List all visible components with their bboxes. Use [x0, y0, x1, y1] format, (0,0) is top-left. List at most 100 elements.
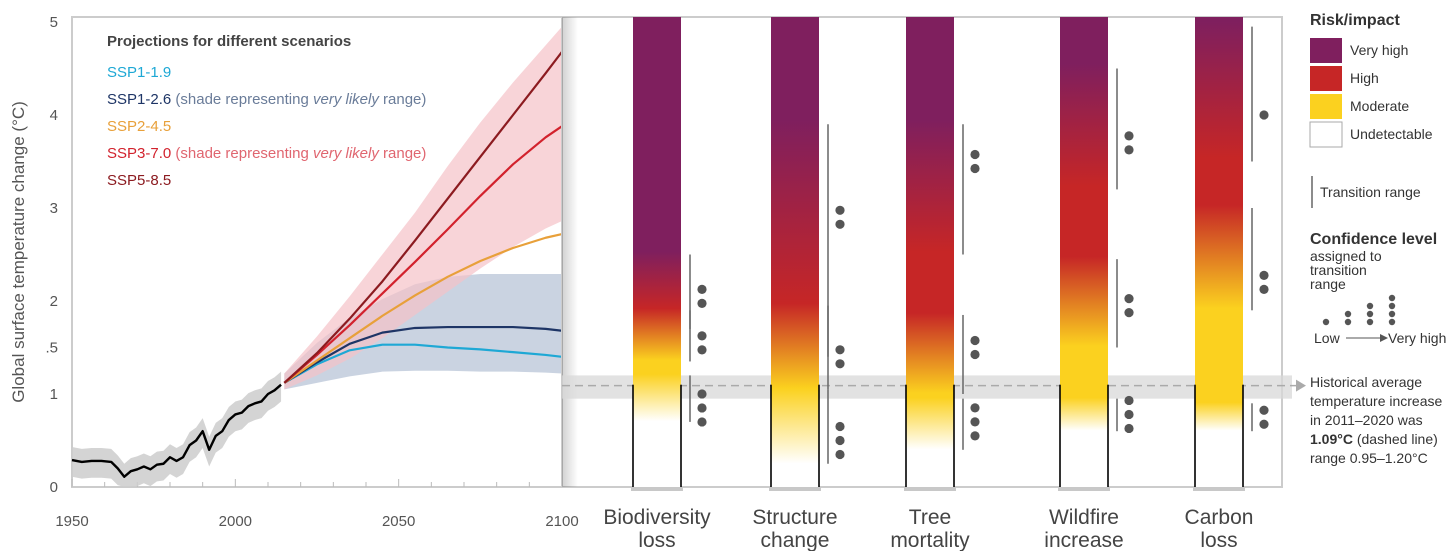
series-line-ssp1-1-9 — [283, 343, 563, 384]
confidence-high-label: Very high — [1388, 330, 1446, 346]
projection-legend-item: SSP1-1.9 — [107, 64, 171, 81]
y-tick-label: 3 — [50, 200, 58, 217]
bar-base — [769, 487, 821, 491]
risk-legend: Risk/impact Very high High Moderate Undetect… — [1309, 12, 1446, 466]
projection-legend-item: SSP5-8.5 — [107, 172, 171, 189]
risk-bar-wildfire-increase — [1060, 17, 1108, 487]
historical-annotation: 1.09°C (dashed line) — [1310, 431, 1438, 447]
confidence-dot — [970, 349, 980, 360]
risk-swatch-moderate — [1310, 94, 1342, 119]
confidence-legend-title: Confidence level — [1310, 231, 1437, 248]
scenario-name: SSP3-7.0 — [107, 145, 171, 162]
category-label: mortality — [890, 529, 970, 551]
annotation-segment: Historical average — [1310, 374, 1422, 390]
confidence-legend-sub: transition — [1310, 262, 1367, 278]
confidence-dot — [697, 417, 707, 427]
confidence-low-label: Low — [1314, 330, 1341, 346]
confidence-dot — [835, 435, 845, 446]
confidence-dot — [697, 403, 707, 413]
y-tick-label: 0 — [50, 479, 58, 496]
category-label: increase — [1044, 529, 1123, 551]
confidence-level-dot — [1388, 318, 1396, 326]
confidence-dot — [1124, 145, 1134, 155]
confidence-level-dot — [1344, 310, 1352, 318]
risk-bar-tree-mortality — [906, 17, 954, 487]
risk-swatch-high — [1310, 66, 1342, 91]
category-label: Carbon — [1185, 506, 1254, 529]
scenario-name: SSP5-8.5 — [107, 172, 171, 189]
confidence-dot — [1259, 270, 1269, 280]
confidence-dot — [697, 389, 707, 399]
confidence-dot — [1124, 395, 1134, 406]
panel-shadow — [562, 17, 578, 487]
confidence-dot — [1124, 131, 1134, 141]
risk-legend-title: Risk/impact — [1310, 12, 1400, 29]
confidence-dot — [835, 205, 845, 215]
historical-annotation: in 2011–2020 was — [1310, 412, 1423, 428]
historical-arrow — [1296, 379, 1306, 392]
annotation-segment: 1.09°C — [1310, 431, 1353, 447]
scenario-note-end: range) — [379, 145, 427, 162]
bar-base — [1193, 487, 1245, 491]
projection-legend-title: Projections for different scenarios — [107, 33, 351, 50]
scenario-name: SSP1-1.9 — [107, 64, 171, 81]
confidence-dot — [835, 345, 845, 355]
risk-legend-label: Moderate — [1350, 98, 1409, 114]
risk-swatch-undetectable — [1309, 121, 1343, 148]
y-axis-label: Global surface temperature change (°C) — [9, 101, 28, 403]
category-label: loss — [1200, 529, 1237, 551]
projection-legend-item: SSP2-4.5 — [107, 118, 171, 135]
confidence-dot — [970, 163, 980, 174]
y-tick-label: 4 — [50, 107, 58, 124]
bar-base — [631, 487, 683, 491]
risk-bar-structure-change — [771, 17, 819, 487]
confidence-level-dot — [1388, 310, 1396, 318]
scenario-note-em: very likely — [313, 91, 380, 108]
confidence-level-dot — [1388, 302, 1396, 310]
risk-legend-label: High — [1350, 70, 1379, 86]
risk-legend-label: Very high — [1350, 42, 1408, 58]
confidence-dot — [1124, 294, 1134, 304]
bar-base — [904, 487, 956, 491]
category-label: loss — [638, 529, 675, 551]
risk-bar-biodiversity-loss — [633, 17, 681, 487]
confidence-level-dot — [1344, 318, 1352, 326]
annotation-segment: range 0.95–1.20°C — [1310, 450, 1428, 466]
confidence-dot — [970, 417, 980, 427]
confidence-dot — [835, 219, 845, 229]
confidence-dot — [1124, 409, 1134, 420]
band-ssp3-7-0 — [284, 26, 562, 390]
x-tick-label: 2000 — [219, 513, 252, 530]
scenario-name: SSP1-2.6 — [107, 91, 171, 108]
confidence-dot — [697, 298, 707, 308]
category-label: Wildfire — [1049, 506, 1119, 529]
risk-legend-label: Undetectable — [1350, 126, 1433, 142]
annotation-segment: temperature increase — [1310, 393, 1443, 409]
confidence-dot — [1259, 110, 1269, 120]
confidence-dot — [1259, 405, 1269, 415]
historical-annotation: temperature increase — [1310, 393, 1443, 409]
confidence-dot — [835, 421, 845, 432]
historical-band — [72, 371, 282, 487]
historical-line — [71, 383, 282, 478]
confidence-dot — [970, 335, 980, 346]
scenario-note: (shade representing — [171, 91, 313, 108]
series-line-ssp5-8-5 — [283, 51, 563, 384]
confidence-dot — [697, 345, 707, 355]
confidence-legend-sub: range — [1310, 276, 1346, 292]
confidence-dot — [835, 359, 845, 369]
confidence-legend-sub: assigned to — [1310, 248, 1382, 264]
transition-legend-label: Transition range — [1320, 184, 1421, 200]
confidence-dot — [1124, 308, 1134, 318]
confidence-level-dot — [1366, 310, 1374, 318]
confidence-dot — [970, 403, 980, 413]
confidence-dot — [1259, 419, 1269, 429]
risk-bars-chart: BiodiversitylossStructurechangeTreemorta… — [561, 16, 1306, 551]
scenario-name: SSP2-4.5 — [107, 118, 171, 135]
confidence-arrow-head — [1380, 334, 1388, 342]
projection-legend-item: SSP3-7.0 (shade representing very likely… — [107, 145, 426, 162]
y-tick-label: .5 — [45, 340, 58, 357]
confidence-dot — [1124, 423, 1134, 434]
x-tick-label: 2050 — [382, 513, 415, 530]
